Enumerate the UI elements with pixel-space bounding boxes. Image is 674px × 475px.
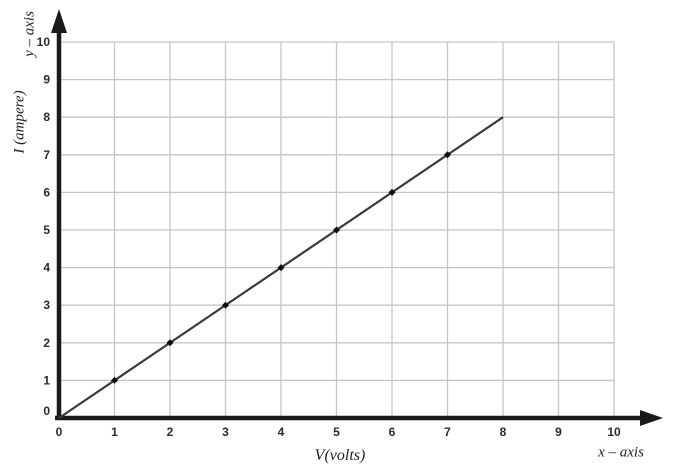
data-point xyxy=(166,339,174,347)
y-tick-label: 7 xyxy=(43,148,50,162)
x-tick-label: 1 xyxy=(111,425,118,439)
data-point xyxy=(444,151,451,159)
y-tick-label: 6 xyxy=(43,185,50,199)
y-tick-label: 0 xyxy=(43,404,50,418)
axes xyxy=(51,9,663,426)
data-point xyxy=(111,376,118,384)
y-tick-label: 4 xyxy=(43,261,50,275)
y-tick-label: 2 xyxy=(43,336,50,350)
x-tick-label: 2 xyxy=(167,425,174,439)
y-axis-title: y – axis xyxy=(21,11,38,57)
x-tick-label: 3 xyxy=(222,425,229,439)
x-tick-label: 8 xyxy=(500,425,507,439)
tick-labels: 0 1 2 3 4 5 6 7 8 9 10 0 1 2 3 4 5 6 7 8 9 10 xyxy=(37,35,621,439)
x-tick-label: 10 xyxy=(607,425,621,439)
y-tick-label: 3 xyxy=(43,298,50,312)
x-tick-label: 6 xyxy=(389,425,396,439)
data-point xyxy=(222,301,229,309)
y-axis-unit-label: I (ampere) xyxy=(11,90,28,154)
x-tick-label: 0 xyxy=(56,425,63,439)
x-tick-label: 5 xyxy=(333,425,340,439)
y-axis-arrow-icon xyxy=(51,9,67,33)
x-axis-arrow-icon xyxy=(640,410,663,426)
y-tick-label: 5 xyxy=(43,223,50,237)
y-tick-label: 8 xyxy=(43,110,50,124)
data-point xyxy=(333,226,340,234)
y-tick-label: 1 xyxy=(43,373,50,387)
x-axis-unit-label: V(volts) xyxy=(314,447,366,464)
data-point xyxy=(388,188,396,196)
y-tick-label: 10 xyxy=(37,35,51,49)
y-tick-label: 9 xyxy=(43,73,50,87)
x-tick-label: 7 xyxy=(444,425,451,439)
x-axis-title: x – axis xyxy=(598,444,644,461)
x-tick-label: 9 xyxy=(555,425,562,439)
data-points xyxy=(111,151,451,384)
x-tick-label: 4 xyxy=(278,425,285,439)
data-point xyxy=(277,264,285,272)
